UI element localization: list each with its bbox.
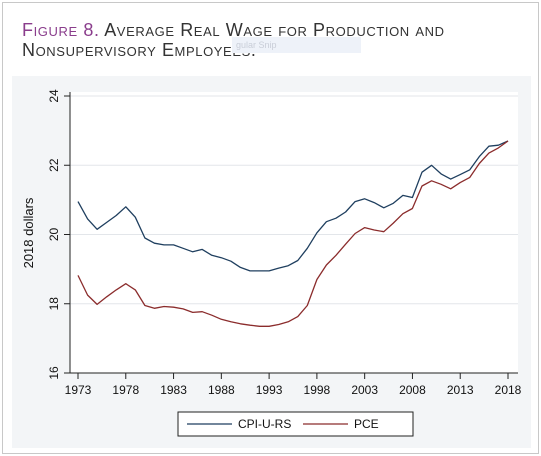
x-tick-label: 1993 xyxy=(256,383,283,397)
x-tick-label: 1998 xyxy=(304,383,331,397)
x-tick-label: 2008 xyxy=(399,383,426,397)
y-tick-label: 22 xyxy=(47,158,61,172)
x-tick-label: 2013 xyxy=(447,383,474,397)
figure-title: Figure 8. Average Real Wage for Producti… xyxy=(22,20,522,60)
legend: CPI-U-RS PCE xyxy=(187,417,379,431)
x-tick-label: 1983 xyxy=(160,383,187,397)
legend-label: PCE xyxy=(354,417,379,431)
series-line-cpi-u-rs xyxy=(77,140,509,272)
figure-title-text: Average Real Wage for Production and Non… xyxy=(22,20,445,60)
snip-overlay: gular Snip xyxy=(232,37,361,53)
x-tick-label: 1988 xyxy=(208,383,235,397)
y-tick-label: 18 xyxy=(47,297,61,311)
x-tick-label: 2003 xyxy=(351,383,378,397)
x-tick-label: 2018 xyxy=(495,383,522,397)
y-tick-label: 24 xyxy=(47,89,61,103)
series-line-pce xyxy=(77,140,509,327)
x-tick-label: 1978 xyxy=(112,383,139,397)
y-axis-ticks: 16 18 20 22 24 xyxy=(47,89,70,380)
gridlines xyxy=(70,95,518,305)
y-tick-label: 16 xyxy=(47,366,61,380)
legend-label: CPI-U-RS xyxy=(238,417,291,431)
x-tick-label: 1973 xyxy=(65,383,92,397)
plot-area xyxy=(70,92,518,373)
y-axis-label: 2018 dollars xyxy=(21,197,36,268)
x-axis-ticks: 1973 1978 1983 1988 1993 1998 2003 2008 2013 2018 xyxy=(65,373,522,397)
y-tick-label: 20 xyxy=(47,228,61,242)
figure-number: Figure 8. xyxy=(22,20,100,40)
series-lines xyxy=(77,140,509,327)
